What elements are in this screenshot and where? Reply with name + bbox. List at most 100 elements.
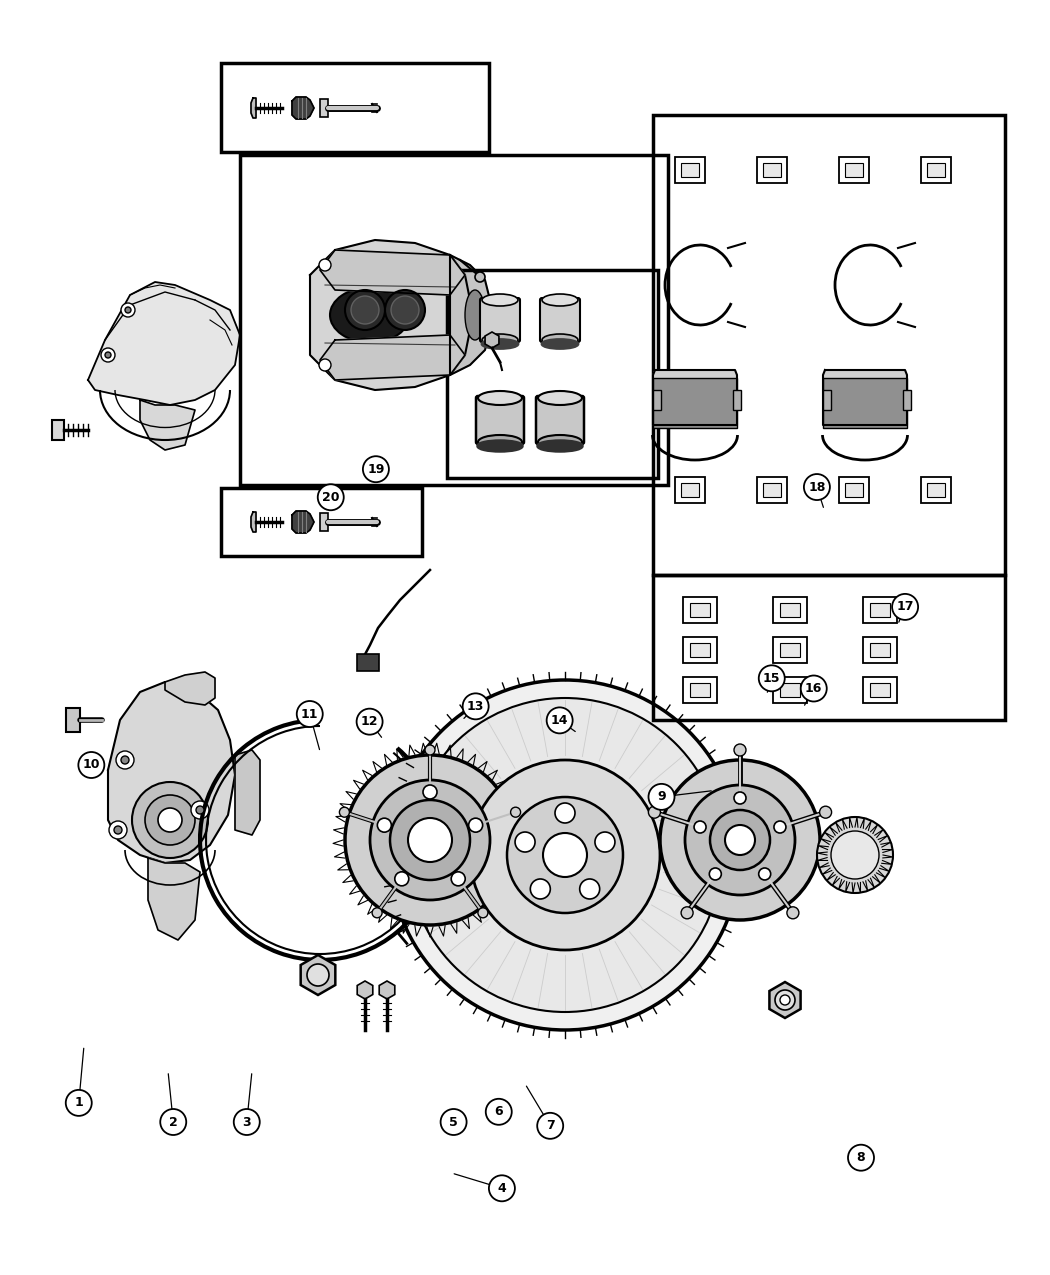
Circle shape — [66, 1090, 91, 1116]
Ellipse shape — [478, 391, 522, 405]
Bar — [653, 575, 1005, 720]
FancyBboxPatch shape — [870, 683, 890, 697]
Text: 14: 14 — [551, 714, 568, 727]
Text: 3: 3 — [243, 1116, 251, 1128]
Text: 7: 7 — [546, 1119, 554, 1132]
Text: 13: 13 — [467, 700, 484, 713]
Circle shape — [817, 817, 892, 892]
Circle shape — [547, 708, 572, 733]
FancyBboxPatch shape — [66, 708, 80, 732]
Bar — [447, 270, 658, 478]
Text: 19: 19 — [368, 463, 384, 476]
Bar — [220, 62, 489, 152]
FancyBboxPatch shape — [733, 390, 741, 411]
FancyBboxPatch shape — [927, 483, 945, 497]
Bar — [220, 488, 422, 556]
Circle shape — [390, 680, 740, 1030]
Text: 11: 11 — [301, 708, 318, 720]
Polygon shape — [88, 282, 240, 405]
Circle shape — [831, 831, 879, 878]
Ellipse shape — [330, 287, 410, 343]
Circle shape — [595, 833, 615, 852]
Bar — [240, 156, 668, 484]
Circle shape — [390, 799, 470, 880]
Polygon shape — [770, 982, 800, 1017]
Circle shape — [724, 825, 755, 856]
Circle shape — [408, 819, 452, 862]
Circle shape — [848, 1145, 874, 1170]
Circle shape — [114, 826, 122, 834]
Polygon shape — [300, 955, 335, 994]
Polygon shape — [148, 858, 200, 940]
Circle shape — [804, 474, 830, 500]
Circle shape — [297, 701, 322, 727]
Text: 9: 9 — [657, 790, 666, 803]
FancyBboxPatch shape — [845, 483, 863, 497]
Ellipse shape — [538, 435, 582, 449]
Ellipse shape — [478, 435, 522, 449]
Circle shape — [357, 709, 382, 734]
Circle shape — [710, 810, 770, 870]
FancyBboxPatch shape — [863, 638, 897, 663]
Circle shape — [801, 676, 826, 701]
Circle shape — [734, 792, 745, 805]
FancyBboxPatch shape — [682, 638, 717, 663]
Circle shape — [307, 964, 329, 986]
Circle shape — [377, 819, 392, 833]
Text: 4: 4 — [498, 1182, 506, 1195]
Circle shape — [478, 908, 488, 918]
Circle shape — [538, 1113, 563, 1139]
FancyBboxPatch shape — [921, 157, 951, 184]
Circle shape — [681, 907, 693, 919]
Circle shape — [234, 1109, 259, 1135]
FancyBboxPatch shape — [773, 677, 807, 703]
Polygon shape — [108, 682, 235, 863]
FancyBboxPatch shape — [681, 483, 699, 497]
FancyBboxPatch shape — [845, 163, 863, 177]
Ellipse shape — [538, 391, 582, 405]
Circle shape — [759, 868, 771, 880]
Polygon shape — [140, 400, 195, 450]
FancyBboxPatch shape — [476, 397, 524, 444]
Text: 6: 6 — [495, 1105, 503, 1118]
Circle shape — [694, 821, 706, 833]
Ellipse shape — [482, 295, 518, 306]
FancyBboxPatch shape — [903, 390, 911, 411]
Circle shape — [475, 272, 485, 282]
FancyBboxPatch shape — [320, 99, 328, 117]
Circle shape — [780, 994, 790, 1005]
Circle shape — [79, 752, 104, 778]
FancyBboxPatch shape — [773, 597, 807, 623]
Ellipse shape — [538, 441, 582, 451]
Circle shape — [530, 878, 550, 899]
Text: 16: 16 — [805, 682, 822, 695]
Polygon shape — [235, 750, 260, 835]
Circle shape — [452, 872, 465, 886]
Circle shape — [161, 1109, 186, 1135]
Circle shape — [470, 760, 660, 950]
FancyBboxPatch shape — [536, 397, 584, 444]
Circle shape — [786, 907, 799, 919]
Circle shape — [463, 694, 488, 719]
Circle shape — [101, 348, 116, 362]
Circle shape — [441, 1109, 466, 1135]
Polygon shape — [292, 97, 314, 119]
Polygon shape — [653, 370, 737, 425]
Circle shape — [423, 785, 437, 799]
Circle shape — [425, 745, 435, 755]
Circle shape — [408, 697, 722, 1012]
FancyBboxPatch shape — [681, 163, 699, 177]
Circle shape — [318, 484, 343, 510]
Circle shape — [372, 908, 382, 918]
Text: 5: 5 — [449, 1116, 458, 1128]
Text: 20: 20 — [322, 491, 339, 504]
Circle shape — [125, 307, 131, 312]
FancyBboxPatch shape — [653, 390, 662, 411]
Text: 15: 15 — [763, 672, 780, 685]
Circle shape — [468, 819, 483, 833]
Circle shape — [363, 456, 388, 482]
FancyBboxPatch shape — [763, 483, 781, 497]
FancyBboxPatch shape — [480, 298, 520, 342]
FancyBboxPatch shape — [690, 643, 710, 657]
Polygon shape — [251, 513, 256, 532]
